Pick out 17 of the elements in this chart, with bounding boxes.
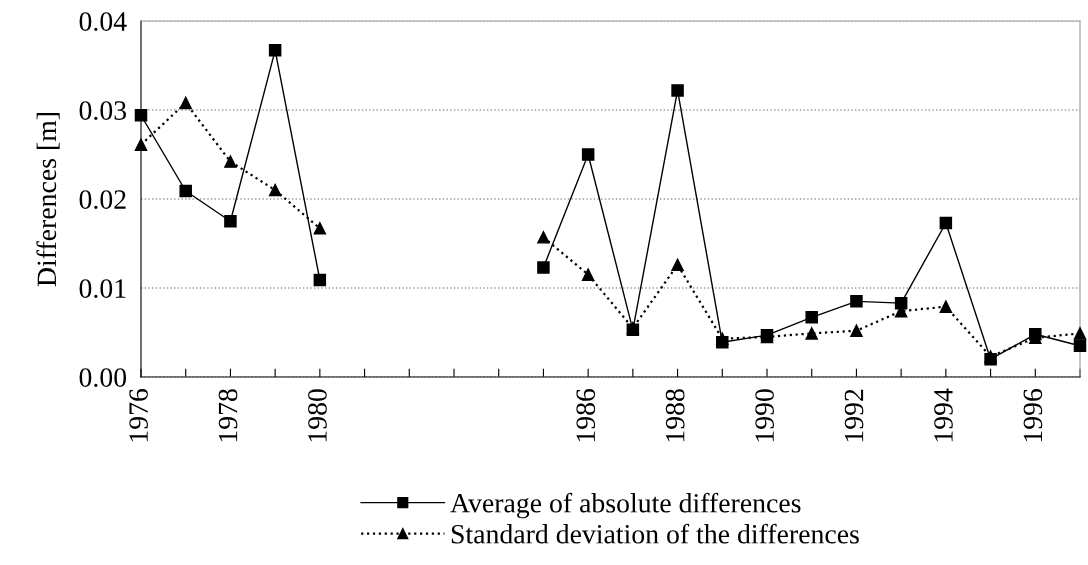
y-tick-label: 0.02: [79, 190, 126, 210]
legend-label: Average of absolute differences: [450, 492, 801, 519]
y-axis-title: Differences [m]: [36, 113, 60, 287]
x-tick-label: 1980: [308, 389, 327, 442]
x-tick-label: 1996: [1023, 388, 1043, 442]
y-tick-label: 0.04: [79, 12, 127, 32]
x-tick-label: 1986: [576, 388, 596, 442]
legend-label: Standard deviation of the differences: [451, 523, 859, 544]
x-tick-label: 1988: [665, 389, 685, 442]
x-tick-label: 1990: [755, 389, 774, 442]
x-tick-label: 1978: [218, 389, 238, 442]
x-tick-label: 1976: [129, 388, 148, 442]
y-tick-label: 0.03: [79, 101, 127, 121]
y-tick-label: 0.00: [79, 368, 127, 388]
x-tick-label: 1994: [934, 388, 953, 442]
x-tick-label: 1992: [844, 389, 864, 442]
y-tick-label: 0.01: [79, 279, 126, 299]
